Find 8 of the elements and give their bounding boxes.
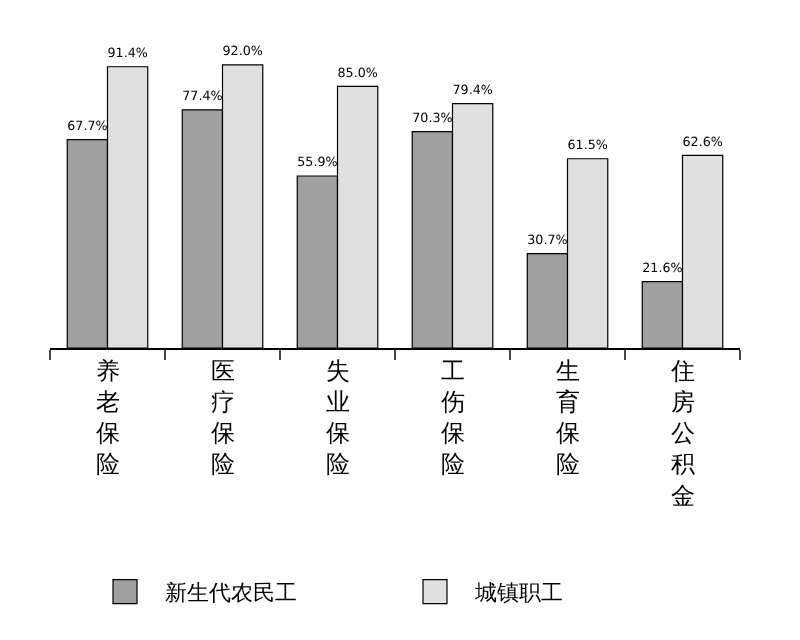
legend-label: 城镇职工 [473,580,563,607]
x-tick-label: 医疗保险 [210,356,235,479]
legend-label: 新生代农民工 [165,580,297,607]
x-tick-label: 养老保险 [95,356,120,479]
x-tick-label: 工伤保险 [440,356,465,479]
x-tick-label: 失业保险 [325,356,350,479]
x-tick-label: 生育保险 [555,356,580,479]
x-tick-label: 住房公积金 [668,356,695,510]
